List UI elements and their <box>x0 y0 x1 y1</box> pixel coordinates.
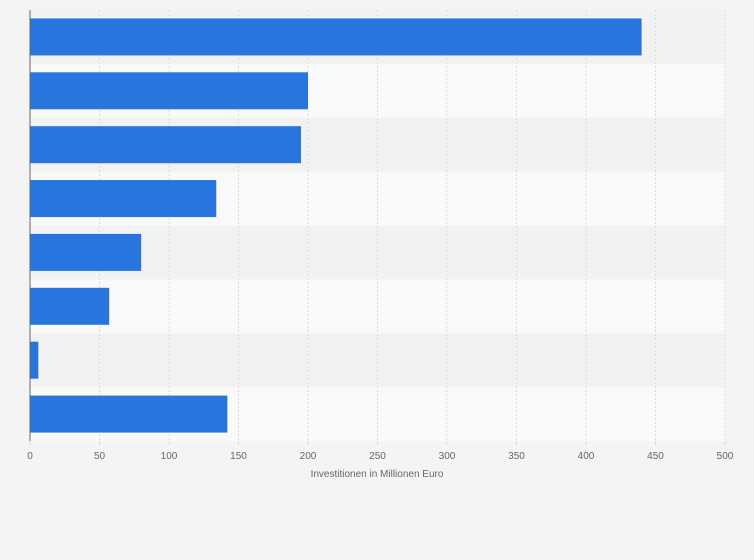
x-axis-title: Investitionen in Millionen Euro <box>311 469 444 480</box>
x-tick-label: 250 <box>369 451 386 462</box>
bars <box>30 18 642 433</box>
x-tick-label: 300 <box>439 451 456 462</box>
x-tick-label: 150 <box>230 451 247 462</box>
bar <box>30 287 110 325</box>
bar <box>30 180 217 218</box>
bar <box>30 395 228 433</box>
x-tick-label: 400 <box>578 451 595 462</box>
x-tick-label: 450 <box>647 451 664 462</box>
bar <box>30 126 302 164</box>
x-tick-label: 200 <box>300 451 317 462</box>
bar <box>30 72 308 110</box>
x-tick-label: 100 <box>161 451 178 462</box>
x-tick-label: 500 <box>717 451 734 462</box>
x-tick-label: 350 <box>508 451 525 462</box>
x-tick-label: 50 <box>94 451 106 462</box>
bar <box>30 341 39 379</box>
bar <box>30 233 142 271</box>
x-tick-label: 0 <box>27 451 33 462</box>
x-tick-labels: 0 50 100 150 200 250 300 350 400 450 500 <box>27 441 734 462</box>
bar <box>30 18 642 56</box>
